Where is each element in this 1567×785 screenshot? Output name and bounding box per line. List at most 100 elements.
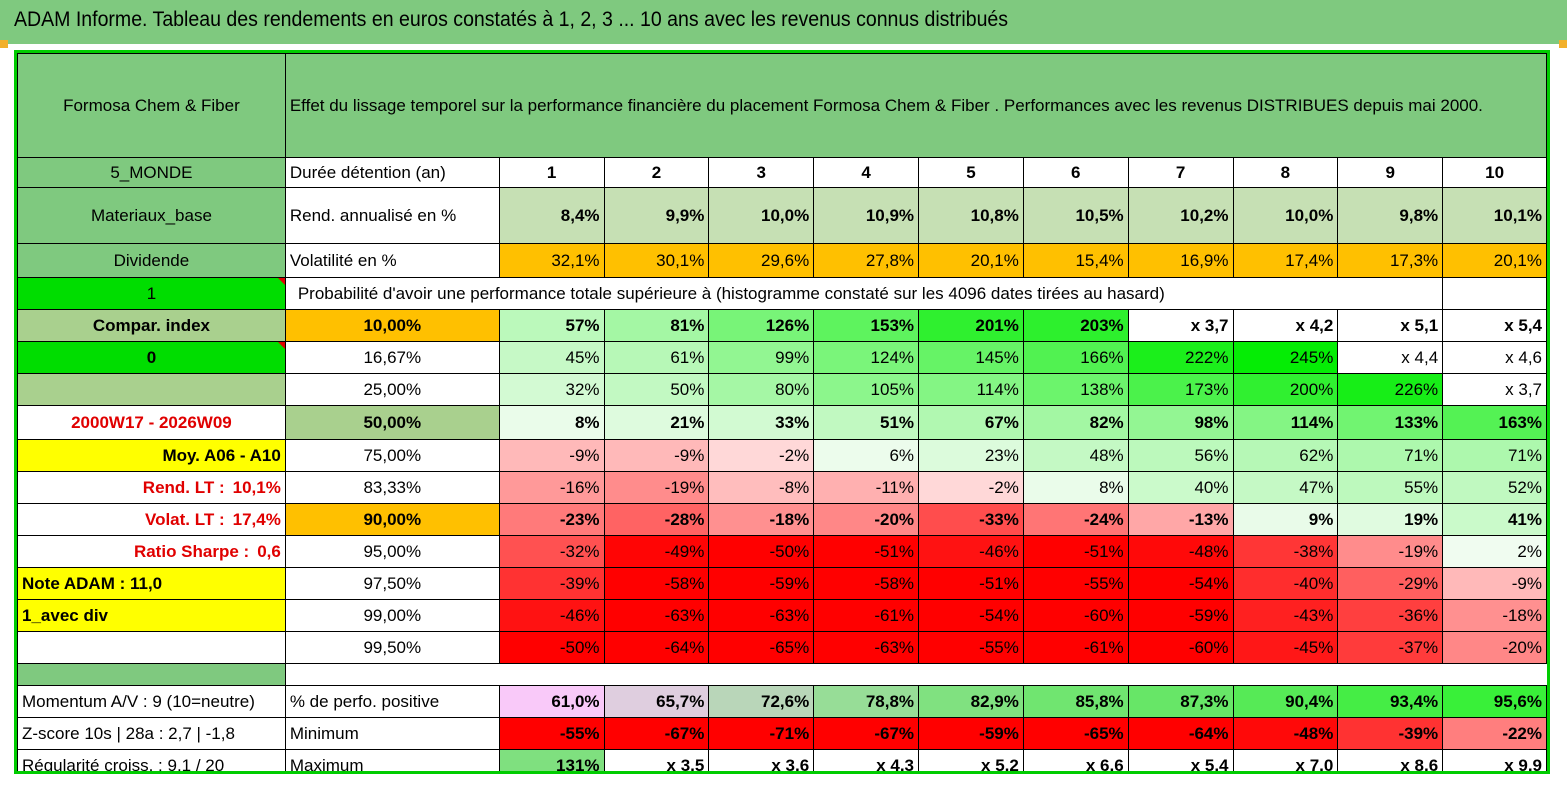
quantile-cell: -55% — [1022, 567, 1129, 600]
quantile-cell: -65% — [708, 631, 815, 664]
quantile-row: 25,00% 32% 50% 80% 105% 114% 138% 173% 200% 226% x… — [17, 373, 1547, 406]
quantile-cell: -55% — [918, 631, 1024, 664]
quantile-cell: -51% — [813, 535, 920, 568]
quantile-cell: -48% — [1127, 535, 1234, 568]
rend-cell: 10,0% — [1232, 187, 1339, 244]
type-label: Dividende — [113, 250, 190, 270]
quantile-cell: 62% — [1232, 439, 1339, 472]
quantile-cell: 163% — [1442, 405, 1547, 440]
quantile-cell: 133% — [1337, 405, 1444, 440]
year-header: 5 — [918, 157, 1024, 188]
summary-cell: -64% — [1127, 717, 1234, 750]
quantile-cell: x 5,4 — [1442, 309, 1547, 342]
quantile-label: 95,00% — [284, 535, 500, 568]
selection-handle-left[interactable] — [0, 40, 8, 48]
quantile-row: Compar. index 10,00% 57% 81% 126% 153% 201% 203… — [17, 309, 1547, 342]
report-title: ADAM Informe. Tableau des rendements en … — [14, 8, 1009, 31]
selection-handle-right[interactable] — [1559, 40, 1567, 48]
year-header: 10 — [1442, 157, 1547, 188]
spacer-row — [17, 663, 1547, 686]
volat-cell: 20,1% — [1442, 243, 1547, 278]
quantile-cell: -64% — [603, 631, 710, 664]
quantile-label: 99,50% — [284, 631, 500, 664]
summary-cell: 61,0% — [498, 685, 605, 718]
quantile-cell: 51% — [813, 405, 920, 440]
quantile-cell: -8% — [708, 471, 815, 504]
spacer-cell — [285, 663, 1547, 686]
quantile-cell: -33% — [918, 503, 1024, 536]
note-adam-cell: Note ADAM : 11,0 — [17, 567, 286, 600]
quantile-label: 83,33% — [284, 471, 500, 504]
comment-marker — [277, 278, 285, 285]
rend-label: Rend. annualisé en % — [289, 205, 457, 225]
summary-cell: -22% — [1442, 717, 1547, 750]
rend-cell: 9,9% — [603, 187, 710, 244]
summary-cell: -59% — [918, 717, 1024, 750]
summary-cell: 93,4% — [1337, 685, 1444, 718]
proba-label: Probabilité d'avoir une performance tota… — [297, 283, 1165, 303]
quantile-cell: -59% — [708, 567, 815, 600]
spacer-left-cell — [17, 663, 286, 686]
flag1-cell[interactable]: 1 — [17, 277, 286, 310]
quantile-cell: -19% — [603, 471, 710, 504]
summary-label-cell: Maximum — [284, 749, 500, 771]
summary-label-cell: Minimum — [284, 717, 500, 750]
quantile-cell: 114% — [918, 373, 1024, 406]
quantile-cell: x 3,7 — [1127, 309, 1234, 342]
quantile-cell: -29% — [1337, 567, 1444, 600]
summary-row: Z-score 10s | 28a : 2,7 | -1,8 Minimum -55… — [17, 717, 1547, 750]
quantile-cell: -9% — [498, 439, 605, 472]
quantile-cell: -43% — [1232, 599, 1339, 632]
summary-cell: -65% — [1022, 717, 1129, 750]
quantile-cell: 99% — [708, 341, 815, 374]
region-label: 5_MONDE — [110, 162, 193, 182]
description-cell: Effet du lissage temporel sur la perform… — [284, 53, 1547, 158]
summary-cell: 72,6% — [708, 685, 815, 718]
left-metric-label: Volat. LT : — [145, 509, 225, 529]
volat-lt-cell: Volat. LT : 17,4% — [17, 503, 286, 536]
quantile-cell: 201% — [918, 309, 1024, 342]
quantile-cell: -63% — [813, 631, 920, 664]
quantile-cell: 45% — [498, 341, 605, 374]
summary-cell: 131% — [498, 749, 605, 771]
summary-cell: 87,3% — [1127, 685, 1234, 718]
quantile-row: 0 16,67% 45% 61% 99% 124% 145% 166% 222% 245% x 4,… — [17, 341, 1547, 374]
quantile-cell: -45% — [1232, 631, 1339, 664]
description: Effet du lissage temporel sur la perform… — [289, 95, 1483, 115]
quantile-label: 90,00% — [284, 503, 500, 536]
flag1-value: 1 — [146, 283, 157, 303]
quantile-cell: 8% — [498, 405, 605, 440]
quantile-cell: 245% — [1232, 341, 1339, 374]
rend-cell: 10,8% — [918, 187, 1024, 244]
quantile-label: 10,00% — [284, 309, 500, 342]
asset-name: Formosa Chem & Fiber — [63, 95, 240, 115]
quantile-label: 75,00% — [284, 439, 500, 472]
quantile-cell: -59% — [1127, 599, 1234, 632]
quantile-cell: -46% — [498, 599, 605, 632]
left-metric-label: Rend. LT : — [142, 477, 225, 497]
quantile-cell: 138% — [1022, 373, 1129, 406]
left-metric-value: 10,1% — [232, 477, 281, 497]
rend-cell: 10,1% — [1442, 187, 1547, 244]
volat-label-cell: Volatilité en % — [284, 243, 500, 278]
year-header: 3 — [708, 157, 815, 188]
quantile-cell: -54% — [1127, 567, 1234, 600]
quantile-cell: 82% — [1022, 405, 1129, 440]
summary-cell: -67% — [813, 717, 920, 750]
quantile-cell: 80% — [708, 373, 815, 406]
quantile-cell: -36% — [1337, 599, 1444, 632]
quantile-cell: 173% — [1127, 373, 1234, 406]
quantile-cell: -54% — [918, 599, 1024, 632]
quantile-cell: 48% — [1022, 439, 1129, 472]
duree-label-cell: Durée détention (an) — [284, 157, 500, 188]
volat-cell: 30,1% — [603, 243, 710, 278]
quantile-label: 16,67% — [284, 341, 500, 374]
quantile-cell: -38% — [1232, 535, 1339, 568]
quantile-cell: 23% — [918, 439, 1024, 472]
summary-cell: 78,8% — [813, 685, 920, 718]
volat-label: Volatilité en % — [289, 250, 397, 270]
summary-cell: x 8,6 — [1337, 749, 1444, 771]
quantile-cell: 32% — [498, 373, 605, 406]
quantile-cell: -32% — [498, 535, 605, 568]
quantile-label: 50,00% — [284, 405, 500, 440]
